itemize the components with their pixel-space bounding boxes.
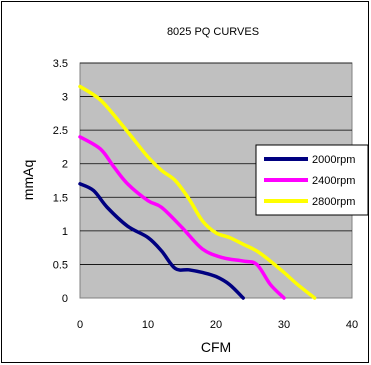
- y-axis-label: mmAq: [20, 160, 36, 200]
- y-tick-label: 1.5: [53, 192, 68, 204]
- legend-label: 2000rpm: [312, 154, 355, 166]
- x-tick-label: 40: [346, 319, 358, 331]
- series-line-2000rpm: [78, 182, 245, 300]
- series-line-2800rpm: [78, 84, 317, 300]
- y-tick-label: 3.5: [53, 58, 68, 70]
- y-tick-label: 2.5: [53, 125, 68, 137]
- y-tick-label: 0.5: [53, 259, 68, 271]
- x-tick-label: 10: [142, 319, 154, 331]
- plot-area: 0 0.5 1 1.5 2 2.5 3 3.5 0 10 20 30 40: [53, 58, 358, 331]
- legend: 2000rpm 2400rpm 2800rpm: [255, 144, 369, 216]
- legend-label: 2800rpm: [312, 196, 355, 208]
- y-tick-label: 3: [62, 92, 68, 104]
- x-tick-label: 30: [278, 319, 290, 331]
- y-tick-label: 1: [62, 226, 68, 238]
- x-tick-label: 20: [210, 319, 222, 331]
- x-axis-label: CFM: [201, 339, 231, 355]
- series-line-2400rpm: [78, 135, 286, 300]
- legend-label: 2400rpm: [312, 175, 355, 187]
- chart-title: 8025 PQ CURVES: [167, 26, 259, 38]
- y-tick-label: 2: [62, 159, 68, 171]
- y-tick-label: 0: [62, 293, 68, 305]
- x-tick-label: 0: [77, 319, 83, 331]
- legend-box: [255, 144, 369, 216]
